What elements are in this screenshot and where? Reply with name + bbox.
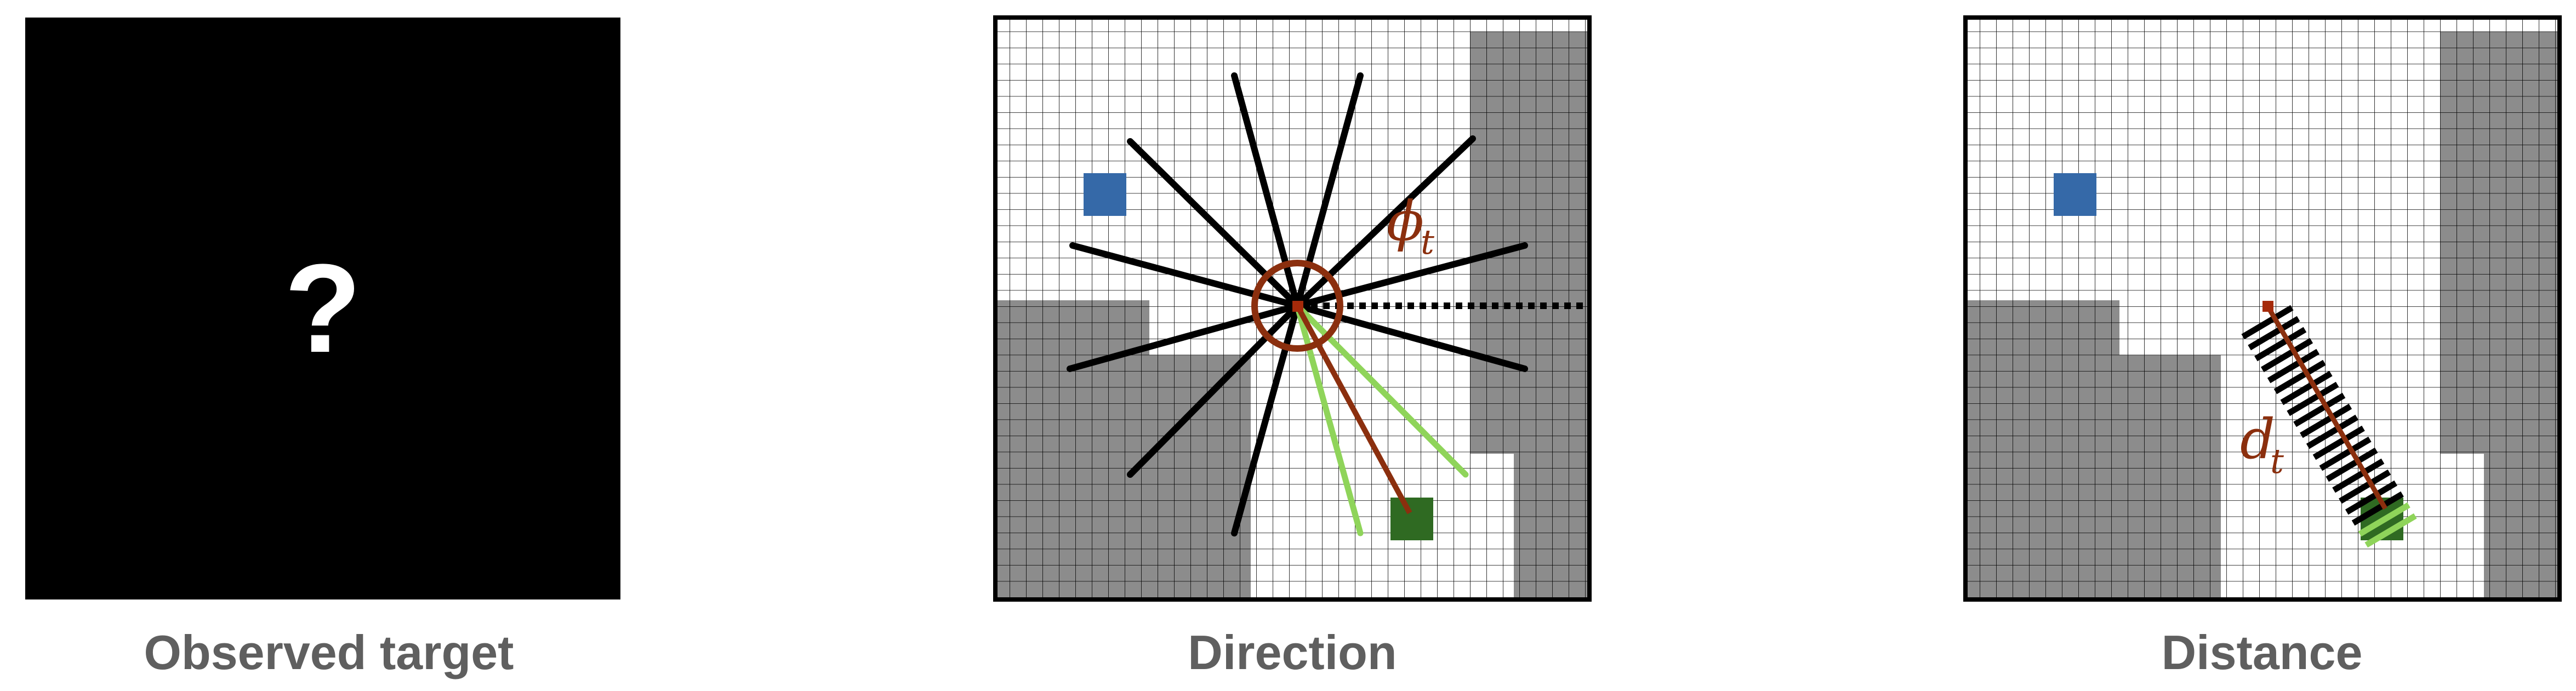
unknown-target-question-mark: ? [284, 238, 362, 379]
obstacle-right [1470, 32, 1592, 602]
distance-tick [2293, 392, 2346, 427]
direction-caption: Direction [1188, 625, 1397, 679]
distance-tick [2287, 381, 2339, 416]
blue-marker [1084, 173, 1126, 216]
distance-tick [2280, 370, 2333, 406]
obstacle-right [2440, 32, 2562, 602]
distance-tick [2273, 359, 2326, 395]
distance-caption: Distance [2161, 625, 2363, 679]
distance-tick [2241, 305, 2294, 340]
distance-tick [2332, 458, 2385, 493]
angle-phi-subscript: t [1421, 222, 1434, 262]
distance-tick-marks [2241, 305, 2404, 526]
target-direction-rays [1294, 302, 1469, 536]
distance-tick [2339, 469, 2391, 504]
distance-line [2265, 304, 2387, 510]
angle-phi-label: ϕ [1387, 189, 1424, 253]
distance-tick [2364, 513, 2417, 548]
angle-circle [1251, 260, 1343, 352]
green-target [1390, 498, 1433, 540]
distance-tick [2326, 447, 2378, 482]
direction-grid-map: ϕ t [993, 15, 1592, 602]
green-target [2361, 498, 2403, 540]
distance-d-label: d [2240, 407, 2275, 471]
distance-tick [2306, 414, 2358, 449]
distance-tick [2312, 425, 2365, 460]
direction-frame [993, 15, 1592, 602]
distance-d-subscript: t [2270, 441, 2284, 481]
distance-tick [2248, 316, 2300, 351]
target-distance-tick-marks [2358, 502, 2417, 548]
blue-marker [2054, 173, 2096, 216]
obstacle-left [993, 300, 1251, 602]
distance-tick [2358, 502, 2410, 537]
distance-tick [2254, 327, 2307, 362]
distance-tick [2345, 480, 2398, 515]
obstacle-left [1963, 300, 2221, 602]
distance-grid-map: d t [1963, 15, 2562, 602]
distance-tick [2319, 436, 2372, 471]
true-direction-line [1295, 304, 1412, 515]
distance-tick [2267, 349, 2319, 384]
distance-tick [2300, 403, 2352, 438]
distance-frame [1963, 15, 2562, 602]
distance-tick [2351, 491, 2404, 526]
candidate-direction-rays [1067, 72, 1528, 536]
observed-target-caption: Observed target [144, 625, 514, 679]
agent-marker [1292, 301, 1303, 312]
observed-target-panel: ? Observed target [0, 0, 658, 691]
agent-marker [2262, 301, 2273, 312]
distance-tick [2260, 338, 2313, 373]
observed-target-black-square [25, 18, 620, 599]
